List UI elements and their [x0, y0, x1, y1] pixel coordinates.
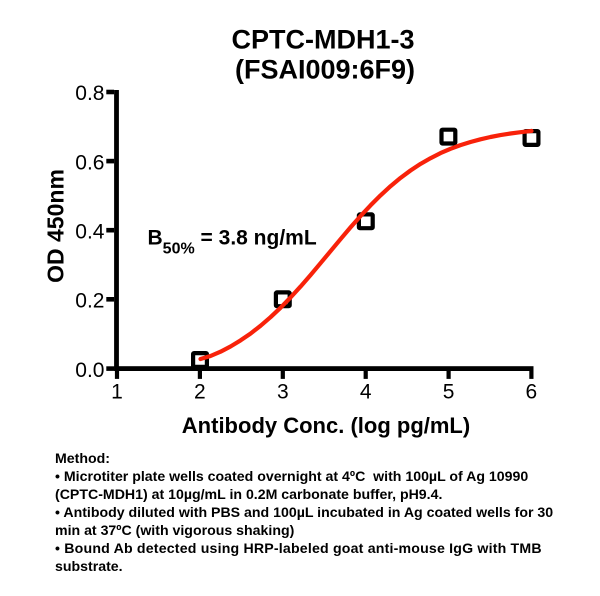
svg-text:0.0: 0.0 — [75, 359, 104, 382]
svg-text:1: 1 — [111, 381, 123, 404]
svg-text:0.2: 0.2 — [75, 290, 104, 313]
svg-text:(FSAI009:6F9): (FSAI009:6F9) — [235, 55, 415, 85]
svg-text:CPTC-MDH1-3: CPTC-MDH1-3 — [231, 25, 414, 55]
svg-text:OD 450nm: OD 450nm — [43, 169, 69, 283]
svg-text:4: 4 — [360, 381, 372, 404]
svg-text:5: 5 — [443, 381, 455, 404]
svg-text:substrate.: substrate. — [55, 558, 123, 574]
svg-text:6: 6 — [526, 381, 538, 404]
svg-text:• Bound Ab detected using HRP-: • Bound Ab detected using HRP-labeled go… — [55, 540, 542, 556]
svg-text:• Microtiter plate wells coate: • Microtiter plate wells coated overnigh… — [55, 468, 528, 484]
svg-text:Method:: Method: — [55, 450, 110, 466]
svg-text:• Antibody diluted with PBS an: • Antibody diluted with PBS and 100µL in… — [55, 504, 553, 520]
svg-text:2: 2 — [194, 381, 206, 404]
svg-text:(CPTC-MDH1) at 10µg/mL in 0.2M: (CPTC-MDH1) at 10µg/mL in 0.2M carbonate… — [55, 486, 442, 502]
svg-text:min at 37ºC (with vigorous sha: min at 37ºC (with vigorous shaking) — [55, 522, 294, 538]
svg-text:0.8: 0.8 — [75, 82, 104, 105]
svg-text:B50% = 3.8 ng/mL: B50% = 3.8 ng/mL — [148, 226, 317, 257]
svg-text:0.4: 0.4 — [75, 220, 105, 243]
svg-text:3: 3 — [277, 381, 289, 404]
svg-text:Antibody Conc. (log pg/mL): Antibody Conc. (log pg/mL) — [182, 413, 470, 438]
svg-text:0.6: 0.6 — [75, 151, 104, 174]
